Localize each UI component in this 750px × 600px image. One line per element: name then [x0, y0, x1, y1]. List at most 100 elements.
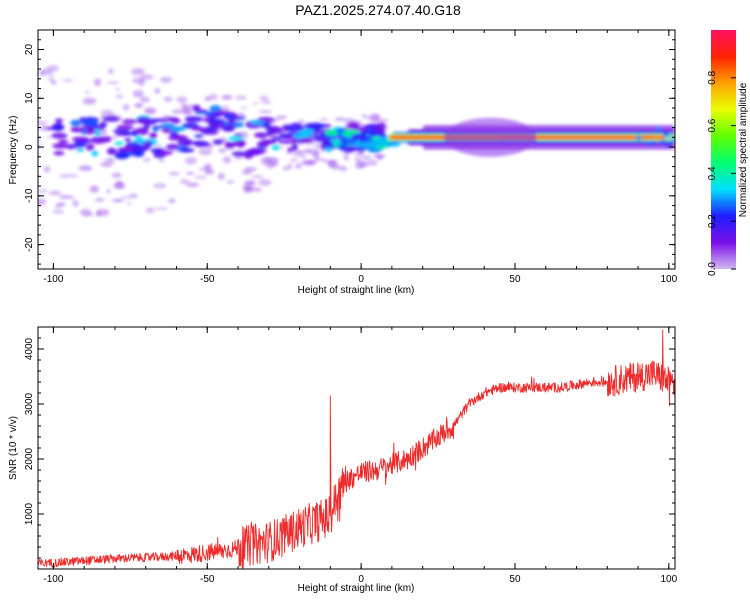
heatmap-cell — [260, 100, 272, 104]
heatmap-cell — [116, 124, 134, 131]
heatmap-cell — [102, 116, 120, 122]
heatmap-cell — [75, 148, 85, 152]
heatmap-cell — [299, 161, 311, 164]
heatmap-cell — [324, 129, 339, 136]
heatmap-cell — [221, 94, 233, 100]
heatmap-cell — [271, 145, 280, 151]
heatmap-cell — [79, 208, 92, 217]
colorbar-label: Normalized spectral amplitude — [738, 82, 749, 217]
heatmap-cell — [282, 165, 289, 171]
heatmap-cell — [209, 93, 218, 101]
heatmap-cell — [159, 150, 173, 156]
heatmap-cell — [49, 74, 55, 77]
heatmap-cell — [241, 169, 252, 175]
heatmap-cell — [59, 195, 72, 199]
spectrogram-y-axis: -20 -10 0 10 20 — [24, 29, 675, 265]
heatmap-cell — [52, 210, 65, 214]
heatmap-cell — [257, 117, 275, 122]
heatmap-cell — [248, 147, 266, 155]
heatmap-cell — [194, 134, 204, 138]
heatmap-cell — [81, 118, 99, 127]
heatmap-cell — [161, 79, 171, 84]
heatmap-cell — [41, 68, 53, 76]
heatmap-cell — [258, 179, 272, 186]
spectrogram-y-tick-label: -20 — [24, 237, 35, 252]
heatmap-cell — [38, 136, 42, 142]
heatmap-cell — [169, 126, 186, 132]
heatmap-cell — [365, 114, 378, 121]
heatmap-cell — [252, 187, 262, 192]
spectrogram-y-tick-label: 20 — [24, 44, 35, 56]
heatmap-cell — [58, 139, 69, 144]
heatmap-cell — [140, 74, 154, 80]
heatmap-cell — [222, 156, 232, 164]
heatmap-cell — [184, 115, 203, 123]
heatmap-cell — [170, 131, 179, 137]
heatmap-cell — [300, 137, 314, 143]
heatmap-cell — [71, 136, 90, 142]
heatmap-cell — [158, 158, 165, 163]
heatmap-cell — [84, 91, 91, 94]
colorbar-tick-label: 0.6 — [707, 118, 718, 132]
heatmap-cell — [665, 143, 672, 148]
heatmap-cell — [78, 165, 93, 171]
heatmap-cell — [167, 198, 176, 204]
heatmap-cell — [217, 172, 225, 181]
heatmap-cell — [131, 77, 145, 84]
heatmap-peak — [499, 135, 654, 140]
heatmap-cell — [240, 106, 248, 109]
heatmap-cell — [671, 136, 675, 141]
colorbar-tick-label: 0.2 — [707, 214, 718, 228]
heatmap-cell — [361, 141, 380, 148]
heatmap-cell — [134, 102, 143, 108]
heatmap-cell — [198, 148, 213, 156]
heatmap-cell — [171, 109, 186, 114]
heatmap-cell — [121, 131, 139, 136]
heatmap-cell — [47, 77, 53, 82]
heatmap-cell — [227, 118, 236, 124]
heatmap-cell — [115, 180, 124, 187]
snr-y-tick-label: 2000 — [24, 447, 35, 470]
heatmap-cell — [106, 188, 111, 194]
snr-y-tick-label: 3000 — [24, 392, 35, 415]
heatmap-cell — [305, 149, 314, 155]
heatmap-cell — [145, 207, 155, 214]
heatmap-cell — [61, 79, 74, 82]
heatmap-cell — [125, 202, 132, 205]
heatmap-cell — [177, 138, 193, 147]
heatmap-cell — [232, 121, 245, 128]
heatmap-cell — [46, 135, 52, 139]
heatmap-cell — [153, 144, 163, 147]
heatmap-cell — [114, 141, 124, 146]
heatmap-cell — [291, 143, 298, 151]
heatmap-cell — [168, 171, 180, 176]
heatmap-cell — [38, 120, 48, 125]
heatmap-cell — [223, 113, 234, 120]
snr-panel: -100 -50 0 50 100 1000 2000 3000 4000 Height of… — [8, 326, 678, 594]
heatmap-cell — [231, 151, 248, 157]
heatmap-cell — [136, 116, 150, 122]
heatmap-cell — [165, 143, 180, 150]
heatmap-cell — [321, 140, 334, 148]
heatmap-cell — [185, 171, 195, 175]
heatmap-cell — [259, 95, 269, 101]
heatmap-cell — [85, 143, 95, 151]
heatmap-cell — [65, 174, 79, 178]
heatmap-cell — [303, 123, 321, 130]
heatmap-cell — [53, 151, 65, 156]
heatmap-cell — [89, 185, 100, 193]
heatmap-cell — [106, 157, 116, 161]
heatmap-cell — [133, 151, 145, 158]
spectrogram-x-tick-label: 50 — [509, 274, 521, 285]
heatmap-cell — [331, 165, 345, 170]
heatmap-cell — [233, 133, 242, 137]
heatmap-cell — [235, 95, 248, 101]
heatmap-cell — [193, 141, 210, 146]
heatmap-cell — [132, 140, 147, 144]
heatmap-cell — [343, 156, 350, 161]
heatmap-cell — [154, 207, 168, 210]
heatmap-cell — [646, 141, 653, 146]
heatmap-cell — [251, 175, 264, 178]
